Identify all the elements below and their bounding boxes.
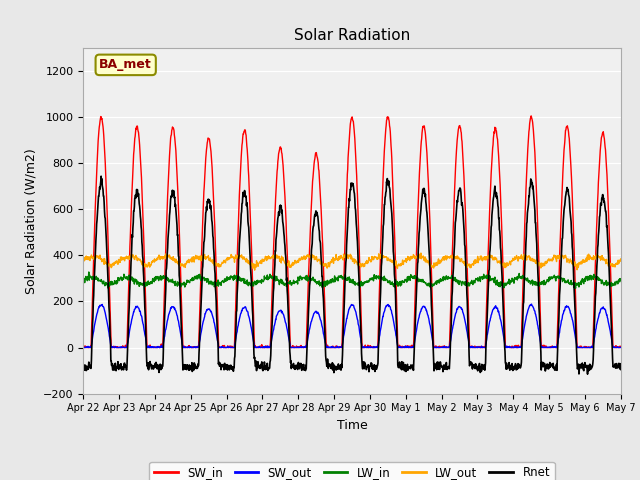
SW_out (186, 345, 194, 350)
LW_out (417, 250, 425, 256)
SW_in (80, 345, 88, 350)
LW_out (186, 258, 193, 264)
SW_out (79, 344, 87, 350)
LW_in (85, 269, 93, 275)
Rnet (97, 173, 105, 179)
Rnet (554, 358, 561, 363)
Line: SW_out: SW_out (83, 304, 621, 348)
Rnet (79, 367, 87, 373)
SW_out (436, 345, 444, 350)
LW_in (260, 278, 268, 284)
SW_out (506, 345, 514, 350)
SW_in (199, 208, 207, 214)
LW_in (436, 278, 444, 284)
Rnet (259, 364, 267, 370)
Text: BA_met: BA_met (99, 59, 152, 72)
LW_out (506, 261, 514, 266)
X-axis label: Time: Time (337, 419, 367, 432)
Line: LW_in: LW_in (83, 272, 621, 288)
Rnet (584, 371, 591, 377)
LW_in (506, 277, 514, 283)
LW_out (251, 267, 259, 273)
SW_out (527, 301, 535, 307)
LW_in (200, 276, 207, 281)
LW_in (617, 277, 625, 283)
SW_in (506, 345, 514, 350)
Rnet (617, 367, 625, 372)
LW_out (617, 256, 625, 262)
SW_out (81, 345, 88, 350)
LW_in (79, 280, 87, 286)
Rnet (506, 367, 514, 373)
LW_out (259, 259, 267, 264)
Rnet (199, 255, 207, 261)
LW_in (554, 275, 561, 280)
Line: LW_out: LW_out (83, 253, 621, 270)
SW_out (617, 345, 625, 350)
Rnet (186, 364, 194, 370)
LW_out (79, 257, 87, 263)
LW_out (436, 257, 444, 263)
SW_in (554, 321, 561, 327)
SW_in (617, 344, 625, 350)
SW_out (199, 319, 207, 325)
Rnet (436, 367, 444, 372)
SW_in (186, 345, 194, 350)
SW_out (259, 345, 267, 350)
LW_out (554, 255, 561, 261)
Y-axis label: Solar Radiation (W/m2): Solar Radiation (W/m2) (24, 148, 37, 294)
SW_in (79, 344, 87, 350)
Legend: SW_in, SW_out, LW_in, LW_out, Rnet: SW_in, SW_out, LW_in, LW_out, Rnet (149, 462, 555, 480)
Title: Solar Radiation: Solar Radiation (294, 28, 410, 43)
LW_out (199, 252, 207, 258)
SW_in (436, 345, 444, 350)
LW_in (187, 277, 195, 283)
SW_in (259, 345, 267, 350)
SW_out (554, 341, 561, 347)
Line: SW_in: SW_in (83, 116, 621, 348)
SW_in (527, 113, 535, 119)
Line: Rnet: Rnet (83, 176, 621, 374)
LW_in (104, 286, 112, 291)
